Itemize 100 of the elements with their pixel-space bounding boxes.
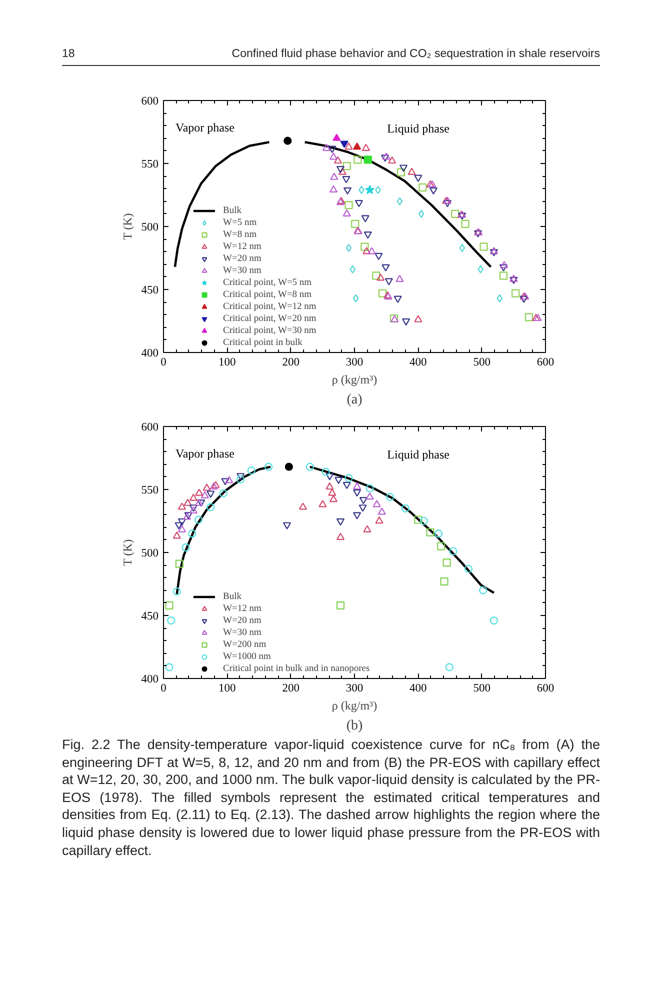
point [500,260,508,268]
point [352,294,359,302]
annotation: Vapor phase [176,120,234,134]
legend-label: W=20 nm [223,615,262,626]
point [344,201,353,210]
point [386,493,394,502]
legend-label: W=12 nm [223,603,262,614]
point [352,142,362,150]
point [264,462,273,471]
point [376,274,385,281]
point [451,210,460,218]
point [363,525,372,532]
legend-label: Critical point in bulk and in nanopores [223,663,370,674]
point [247,466,256,475]
point [361,215,370,222]
point [372,272,380,280]
point [342,209,351,216]
point [178,525,186,532]
point [512,289,520,298]
x-tick-label: 200 [282,682,300,694]
point [236,475,245,484]
y-tick-label: 500 [141,222,159,234]
point [342,162,351,170]
point [358,504,367,512]
point [330,172,338,180]
point [372,500,381,508]
text: 18 [62,47,75,62]
point [298,502,307,510]
legend-label: Critical point in bulk [223,337,302,348]
y-tick-label: 400 [141,674,159,686]
point [184,498,192,506]
point [366,492,374,500]
point [378,289,387,298]
legend-label: Critical point, W=30 nm [223,325,316,336]
x-tick-label: 600 [536,356,554,368]
legend-label: Bulk [223,205,242,216]
y-tick-label: 450 [141,610,159,622]
y-axis-title: T (K) [120,213,134,240]
point [282,522,292,530]
legend-label: W=8 nm [223,229,257,240]
legend-label: W=200 nm [223,639,266,650]
point [178,518,186,526]
point [206,490,215,498]
point [202,484,211,491]
point [443,200,452,208]
x-tick-label: 500 [473,682,491,694]
point [362,144,370,151]
point [396,274,404,282]
x-tick-label: 100 [218,682,236,694]
point [188,530,196,538]
point [342,176,350,184]
legend-label: Bulk [223,591,242,602]
point [490,616,498,625]
point [175,560,184,568]
point [225,476,234,484]
x-axis-title: ρ (kg/m³) [332,372,378,386]
point [167,616,176,625]
annotation: Vapor phase [176,446,234,460]
point [165,663,174,672]
point [388,156,396,164]
point [459,244,465,252]
point [368,247,376,254]
x-tick-label: 0 [160,356,167,368]
legend-label: Critical point, W=12 nm [223,301,316,312]
point [178,502,186,510]
point [359,497,368,504]
point [478,265,484,274]
y-tick-label: 550 [141,158,159,170]
point [206,503,215,512]
point [172,532,181,539]
y-axis-title: T (K) [120,539,134,566]
point [344,474,353,482]
point [354,156,362,164]
point [195,488,204,496]
y-tick-label: 600 [141,96,159,108]
point [328,488,336,496]
text: (a) [346,392,363,408]
point [346,244,352,252]
point [221,478,230,486]
point [343,187,352,195]
legend-label: Critical point, W=5 nm [223,277,312,288]
point [328,146,336,153]
point [334,476,343,484]
point [329,152,338,160]
point [437,542,446,550]
point [426,528,434,536]
x-tick-label: 400 [410,682,428,694]
point [352,489,362,497]
y-tick-label: 550 [141,484,159,496]
point [479,586,488,594]
point [329,494,338,502]
x-tick-label: 300 [346,356,364,368]
point [364,156,372,164]
point [194,516,203,524]
point [414,516,422,524]
point [378,508,386,515]
point [374,252,383,260]
point [396,197,403,206]
point [429,187,438,195]
point [174,522,183,530]
